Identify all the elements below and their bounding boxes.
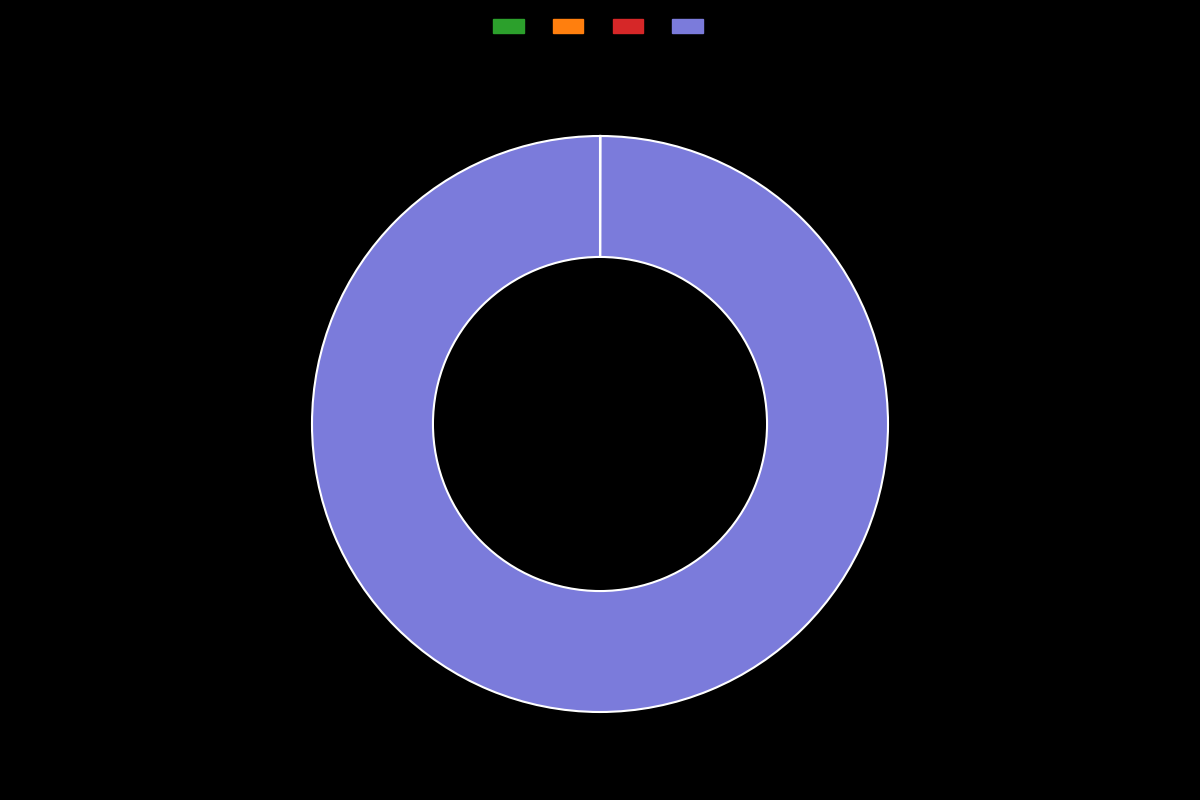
Legend: , , , : , , , — [487, 14, 713, 39]
Wedge shape — [312, 136, 888, 712]
